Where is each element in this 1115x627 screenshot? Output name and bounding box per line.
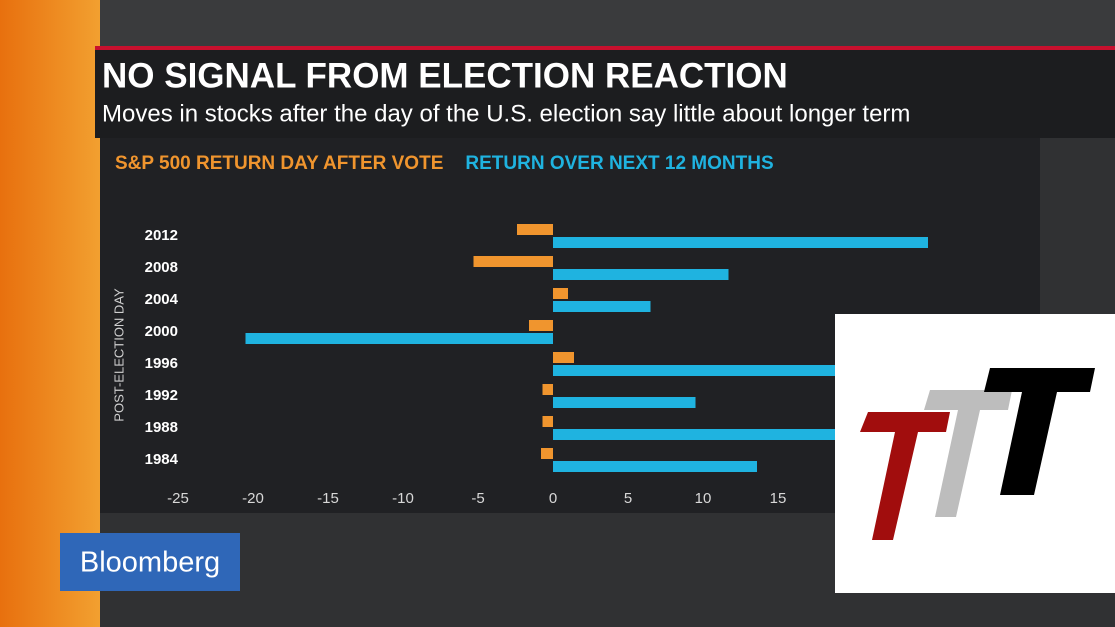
x-tick-label: -5 bbox=[471, 490, 484, 507]
bar bbox=[542, 384, 553, 395]
x-tick-label: -15 bbox=[317, 490, 339, 507]
brand-box bbox=[60, 533, 240, 591]
y-tick-label: 2008 bbox=[145, 259, 178, 276]
y-tick-label: 2000 bbox=[145, 323, 178, 340]
x-tick-label: -20 bbox=[242, 490, 264, 507]
y-tick-label: 1988 bbox=[145, 419, 178, 436]
x-tick-label: -10 bbox=[392, 490, 414, 507]
y-tick-label: 2004 bbox=[145, 291, 179, 308]
red-rule bbox=[95, 46, 1115, 50]
y-tick-label: 1996 bbox=[145, 355, 178, 372]
logo-box bbox=[835, 314, 1115, 593]
bar bbox=[553, 269, 729, 280]
bar bbox=[553, 397, 696, 408]
chart-title: NO SIGNAL FROM ELECTION REACTION bbox=[102, 56, 788, 95]
bar bbox=[553, 301, 651, 312]
logo-t-red bbox=[860, 412, 950, 540]
bar bbox=[553, 352, 574, 363]
y-tick-label: 2012 bbox=[145, 227, 178, 244]
overlay-logo bbox=[835, 314, 1115, 593]
legend-label: RETURN OVER NEXT 12 MONTHS bbox=[465, 153, 773, 174]
x-tick-label: -25 bbox=[167, 490, 189, 507]
title-band bbox=[95, 50, 1115, 138]
y-axis-label: POST-ELECTION DAY bbox=[111, 288, 126, 422]
bar bbox=[529, 320, 553, 331]
bar bbox=[245, 333, 553, 344]
brand-logo: Bloomberg bbox=[80, 547, 220, 579]
top-band bbox=[100, 0, 1115, 48]
y-tick-label: 1992 bbox=[145, 387, 178, 404]
chart-subtitle: Moves in stocks after the day of the U.S… bbox=[102, 100, 910, 127]
bar bbox=[473, 256, 553, 267]
bar bbox=[553, 429, 838, 440]
bar bbox=[542, 416, 553, 427]
plot: S&P 500 RETURN DAY AFTER VOTE RETURN OVER… bbox=[115, 153, 1018, 507]
x-tick-label: 15 bbox=[770, 490, 787, 507]
side-stripe bbox=[0, 0, 100, 627]
logo-t-gray bbox=[924, 390, 1012, 517]
x-tick-label: 5 bbox=[624, 490, 632, 507]
y-tick-label: 1984 bbox=[145, 451, 179, 468]
x-tick-label: 0 bbox=[549, 490, 557, 507]
logo-t-black bbox=[984, 368, 1095, 495]
bar bbox=[553, 365, 1018, 376]
legend-label: S&P 500 RETURN DAY AFTER VOTE bbox=[115, 153, 443, 174]
bar bbox=[553, 237, 928, 248]
bar bbox=[553, 288, 568, 299]
x-tick-label: 10 bbox=[695, 490, 712, 507]
bar bbox=[553, 461, 757, 472]
bar bbox=[517, 224, 553, 235]
bar bbox=[541, 448, 553, 459]
